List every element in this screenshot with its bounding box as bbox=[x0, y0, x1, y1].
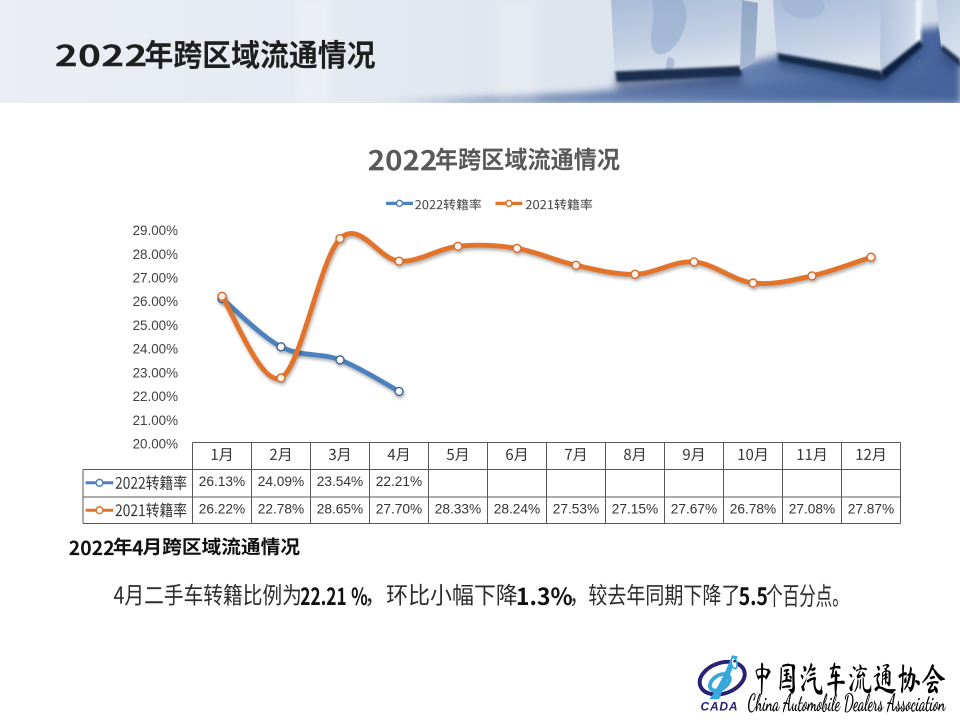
svg-text:26.13%: 26.13% bbox=[199, 474, 245, 489]
svg-text:21.00%: 21.00% bbox=[133, 413, 179, 428]
svg-text:26.00%: 26.00% bbox=[133, 294, 179, 309]
svg-text:24.09%: 24.09% bbox=[258, 474, 304, 489]
svg-text:27.08%: 27.08% bbox=[789, 501, 835, 516]
svg-text:26.78%: 26.78% bbox=[730, 501, 776, 516]
svg-text:24.00%: 24.00% bbox=[133, 342, 179, 357]
svg-text:28.24%: 28.24% bbox=[494, 501, 540, 516]
svg-text:26.22%: 26.22% bbox=[199, 501, 245, 516]
svg-text:23.00%: 23.00% bbox=[133, 365, 179, 380]
svg-text:27.67%: 27.67% bbox=[671, 501, 717, 516]
svg-text:29.00%: 29.00% bbox=[133, 223, 179, 238]
svg-text:CADA: CADA bbox=[701, 700, 739, 714]
svg-text:28.33%: 28.33% bbox=[435, 501, 481, 516]
svg-text:27.15%: 27.15% bbox=[612, 501, 658, 516]
svg-text:22.21%: 22.21% bbox=[376, 474, 422, 489]
svg-text:27.87%: 27.87% bbox=[848, 501, 894, 516]
svg-text:27.70%: 27.70% bbox=[376, 501, 422, 516]
svg-text:28.65%: 28.65% bbox=[317, 501, 363, 516]
svg-text:22.78%: 22.78% bbox=[258, 501, 304, 516]
svg-text:28.00%: 28.00% bbox=[133, 247, 179, 262]
svg-text:23.54%: 23.54% bbox=[317, 474, 363, 489]
svg-text:25.00%: 25.00% bbox=[133, 318, 179, 333]
svg-text:20.00%: 20.00% bbox=[133, 437, 179, 452]
svg-text:22.00%: 22.00% bbox=[133, 389, 179, 404]
svg-text:27.00%: 27.00% bbox=[133, 271, 179, 286]
svg-text:27.53%: 27.53% bbox=[553, 501, 599, 516]
